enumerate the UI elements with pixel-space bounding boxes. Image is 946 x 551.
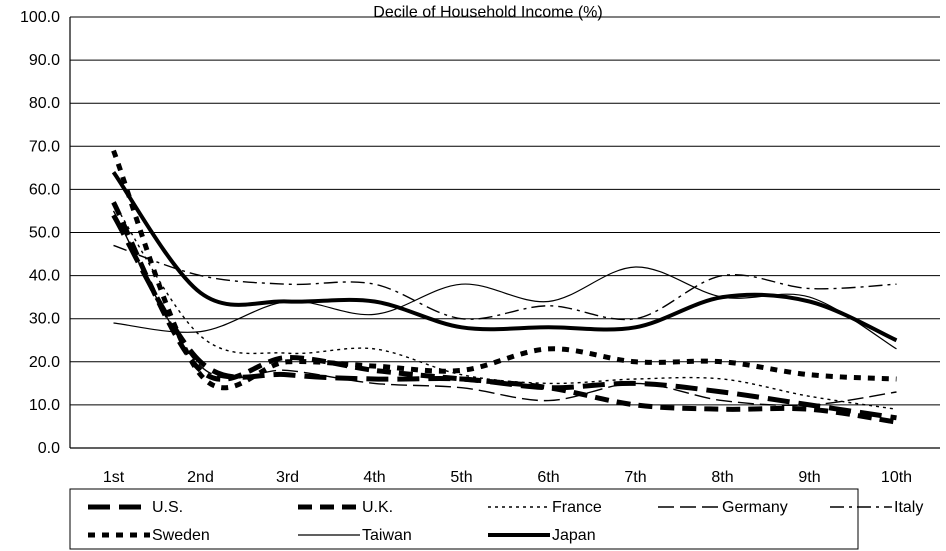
legend-label: Italy: [894, 499, 923, 516]
x-tick-label: 7th: [624, 469, 646, 486]
series-line-uk: [111, 201, 897, 425]
y-tick-label: 70.0: [29, 138, 60, 155]
series-line-us: [111, 213, 897, 421]
series-line-france: [112, 201, 897, 410]
y-tick-label: 0.0: [38, 440, 60, 457]
legend-label: France: [552, 499, 602, 516]
legend: U.S. U.K. France Germany Italy Sweden Taiwan Ja…: [69, 488, 923, 550]
x-tick-label: 6th: [537, 469, 559, 486]
gridlines: [70, 16, 940, 406]
x-tick-label: 9th: [798, 469, 820, 486]
y-tick-label: 90.0: [29, 52, 60, 69]
x-tick-label: 4th: [363, 469, 385, 486]
x-axis-labels: 1st 2nd 3rd 4th 5th 6th 7th 8th 9th 10th: [103, 469, 912, 486]
y-tick-label: 100.0: [20, 9, 60, 26]
x-tick-label: 1st: [103, 469, 125, 486]
y-tick-label: 10.0: [29, 397, 60, 414]
x-tick-label: 8th: [711, 469, 733, 486]
series-line-taiwan: [113, 266, 897, 350]
legend-label: Germany: [722, 499, 788, 516]
y-tick-label: 20.0: [29, 354, 60, 371]
x-tick-label: 10th: [881, 469, 912, 486]
legend-box: [69, 488, 859, 550]
axes: [69, 17, 940, 449]
legend-label: Japan: [552, 527, 596, 544]
y-tick-label: 30.0: [29, 311, 60, 328]
legend-label: Taiwan: [362, 527, 412, 544]
series-line-germany: [112, 210, 897, 407]
x-tick-label: 3rd: [276, 469, 299, 486]
x-tick-label: 5th: [450, 469, 472, 486]
legend-label: Sweden: [152, 527, 210, 544]
y-tick-label: 80.0: [29, 95, 60, 112]
y-tick-label: 60.0: [29, 181, 60, 198]
y-tick-label: 50.0: [29, 225, 60, 242]
chart-title: Decile of Household Income (%): [373, 4, 602, 21]
series-line-japan: [111, 170, 898, 343]
legend-label: U.K.: [362, 499, 393, 516]
series-line-sweden: [111, 149, 897, 391]
y-axis-labels: 0.0 10.0 20.0 30.0 40.0 50.0 60.0 70.0 80.0 90.0 1…: [20, 9, 60, 457]
x-tick-label: 2nd: [187, 469, 214, 486]
legend-label: U.S.: [152, 499, 183, 516]
y-tick-label: 40.0: [29, 268, 60, 285]
series-lines: [111, 149, 898, 425]
series-line-italy: [113, 244, 897, 321]
